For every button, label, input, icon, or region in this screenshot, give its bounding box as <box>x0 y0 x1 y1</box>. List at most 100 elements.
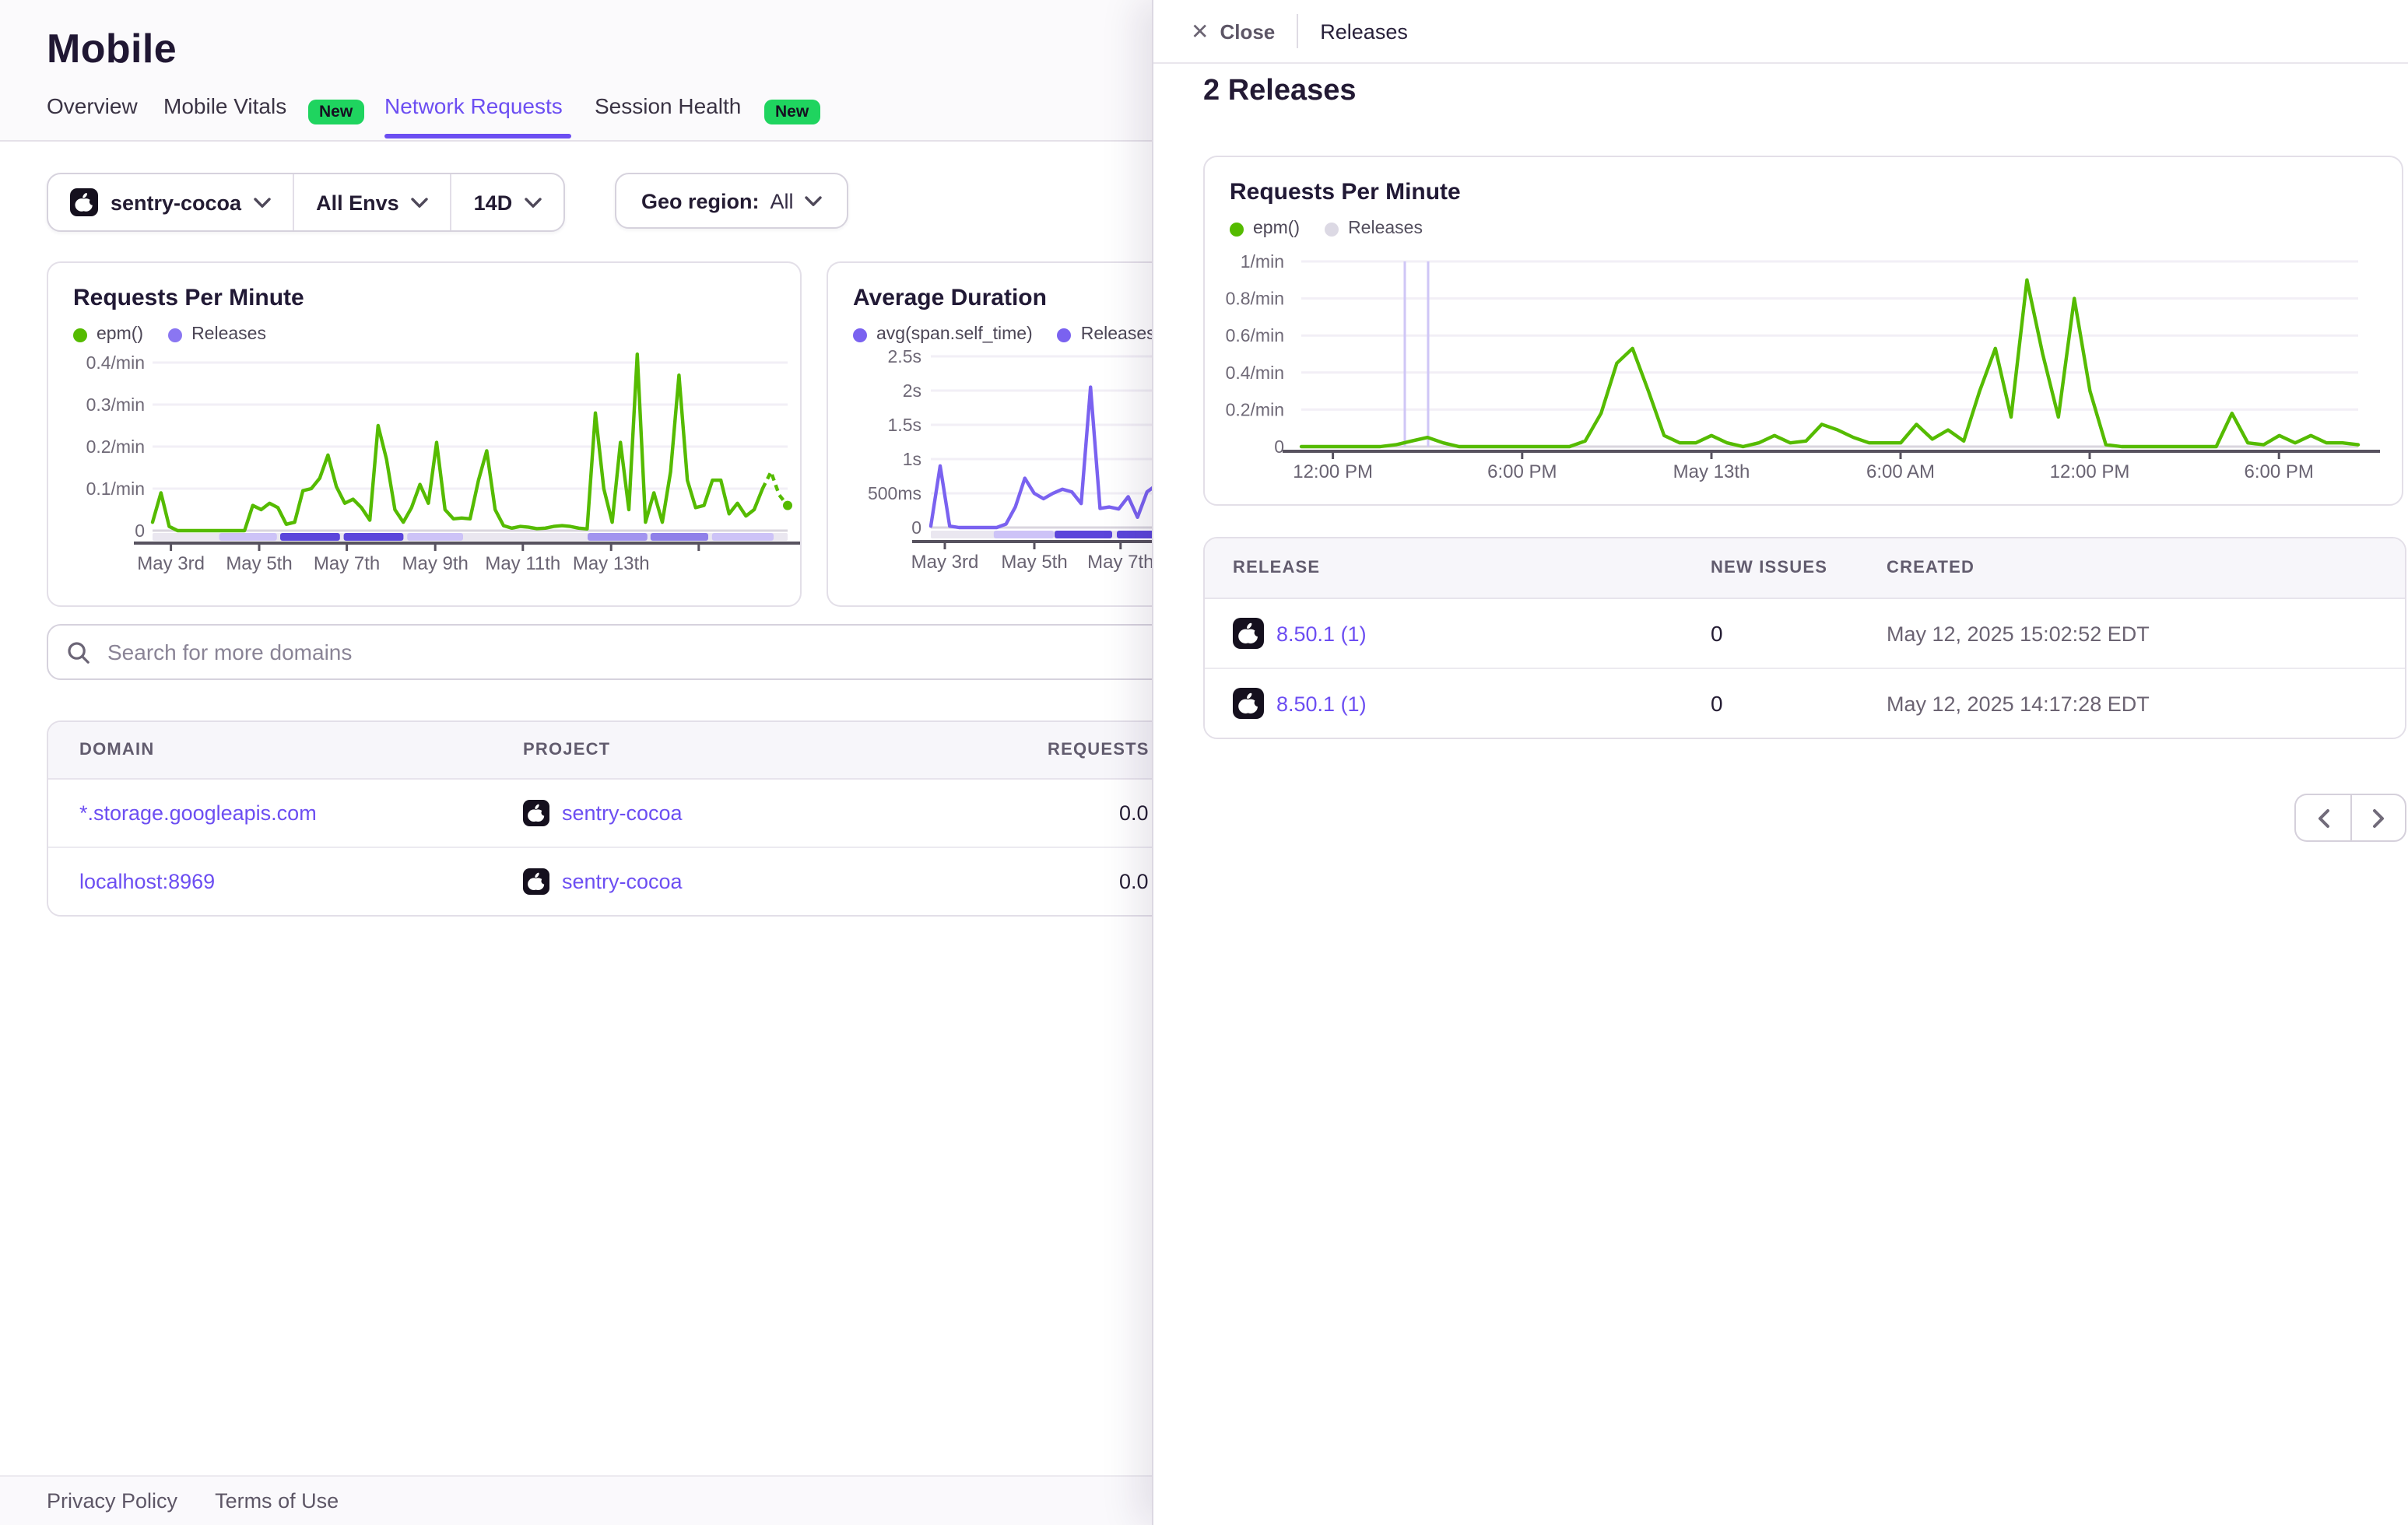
releases-legend-dot <box>1325 222 1339 236</box>
column-header-release[interactable]: RELEASE <box>1233 559 1321 577</box>
svg-text:1s: 1s <box>903 449 921 469</box>
geo-region-selector[interactable]: Geo region: All <box>615 173 848 229</box>
terms-of-use-link[interactable]: Terms of Use <box>215 1489 339 1513</box>
svg-text:May 3rd: May 3rd <box>137 553 205 574</box>
page-filter-bar: sentry-cocoa All Envs 14D <box>47 173 566 232</box>
new-badge: New <box>308 100 364 124</box>
apple-project-icon <box>70 188 98 216</box>
svg-text:0: 0 <box>1274 436 1284 457</box>
chart-title: Requests Per Minute <box>1230 179 1461 205</box>
privacy-policy-link[interactable]: Privacy Policy <box>47 1489 178 1513</box>
epm-legend-dot <box>73 328 87 342</box>
apple-project-icon <box>523 800 549 826</box>
project-selector[interactable]: sentry-cocoa <box>48 174 293 230</box>
svg-text:12:00 PM: 12:00 PM <box>1293 461 1373 482</box>
svg-text:May 3rd: May 3rd <box>911 552 979 573</box>
chart-legend: epm() Releases <box>1230 219 1423 238</box>
svg-text:May 7th: May 7th <box>1087 552 1153 573</box>
apple-project-icon <box>523 868 549 895</box>
svg-text:2s: 2s <box>903 380 921 401</box>
panel-requests-per-minute-card: Requests Per Minute epm() Releases 1/min… <box>1203 156 2403 506</box>
chart-title: Average Duration <box>853 285 1047 311</box>
svg-text:500ms: 500ms <box>868 483 921 503</box>
previous-page-button[interactable] <box>2294 794 2350 842</box>
created-value: May 12, 2025 14:17:28 EDT <box>1887 692 2150 715</box>
tab-mobile-vitals[interactable]: Mobile Vitals <box>163 93 287 118</box>
releases-legend-dot <box>1057 328 1072 342</box>
tab-network-requests[interactable]: Network Requests <box>384 93 563 118</box>
svg-text:1.5s: 1.5s <box>888 415 921 435</box>
date-range-selector[interactable]: 14D <box>450 174 564 230</box>
panel-epm-line-chart[interactable]: 1/min 0.8/min 0.6/min 0.4/min 0.2/min 0 12:00 … <box>1205 157 2402 512</box>
tab-session-health[interactable]: Session Health <box>595 93 742 118</box>
table-row: 8.50.1 (1) 0 May 12, 2025 14:17:28 EDT <box>1205 668 2405 738</box>
next-page-button[interactable] <box>2350 794 2406 842</box>
requests-per-minute-card: Requests Per Minute epm() Releases 0.4/m… <box>47 261 809 607</box>
svg-text:6:00 AM: 6:00 AM <box>1866 461 1935 482</box>
svg-text:May 5th: May 5th <box>226 553 292 574</box>
close-button[interactable]: ✕ Close <box>1191 18 1275 44</box>
avg-duration-line-chart[interactable]: 2.5s 2s 1.5s 1s 500ms 0 May 3rd May 5th May 7th <box>828 263 1206 613</box>
legend-releases[interactable]: Releases <box>1057 325 1156 344</box>
requests-value: 0.0 <box>1119 870 1149 893</box>
column-header-requests[interactable]: REQUESTS P <box>1048 741 1167 759</box>
svg-text:0.4/min: 0.4/min <box>1226 363 1284 383</box>
svg-text:2.5s: 2.5s <box>888 346 921 366</box>
pagination <box>2294 794 2406 842</box>
geo-region-label: Geo region: <box>641 189 760 212</box>
svg-text:May 7th: May 7th <box>314 553 380 574</box>
release-link[interactable]: 8.50.1 (1) <box>1276 622 1367 645</box>
releases-table: RELEASE NEW ISSUES CREATED 8.50.1 (1) 0 … <box>1203 537 2406 739</box>
column-header-domain[interactable]: DOMAIN <box>79 741 155 759</box>
created-value: May 12, 2025 15:02:52 EDT <box>1887 622 2150 645</box>
releases-table-header: RELEASE NEW ISSUES CREATED <box>1205 538 2405 599</box>
date-range-label: 14D <box>473 191 513 214</box>
project-link[interactable]: sentry-cocoa <box>562 801 683 825</box>
svg-text:May 13th: May 13th <box>573 553 650 574</box>
column-header-new-issues[interactable]: NEW ISSUES <box>1711 559 1828 577</box>
chart-title: Requests Per Minute <box>73 285 304 311</box>
close-label: Close <box>1220 19 1276 43</box>
svg-text:May 9th: May 9th <box>402 553 469 574</box>
tab-overview[interactable]: Overview <box>47 93 138 118</box>
svg-text:6:00 PM: 6:00 PM <box>2245 461 2314 482</box>
environment-selector[interactable]: All Envs <box>293 174 451 230</box>
svg-text:0: 0 <box>911 517 921 538</box>
panel-header: ✕ Close Releases <box>1153 0 2408 64</box>
chart-legend: avg(span.self_time) Releases <box>853 325 1156 344</box>
domain-link[interactable]: localhost:8969 <box>79 870 216 893</box>
svg-text:0.6/min: 0.6/min <box>1226 325 1284 345</box>
legend-epm[interactable]: epm() <box>73 325 143 344</box>
legend-releases[interactable]: Releases <box>168 325 266 344</box>
project-selector-label: sentry-cocoa <box>111 191 242 214</box>
environment-selector-label: All Envs <box>316 191 399 214</box>
legend-avg-span-self-time[interactable]: avg(span.self_time) <box>853 325 1033 344</box>
new-issues-value: 0 <box>1711 691 1723 716</box>
svg-text:May 11th: May 11th <box>485 553 560 574</box>
releases-panel: ✕ Close Releases 2 Releases Requests Per… <box>1152 0 2408 1525</box>
legend-epm[interactable]: epm() <box>1230 219 1300 238</box>
domain-link[interactable]: *.storage.googleapis.com <box>79 801 317 825</box>
column-header-created[interactable]: CREATED <box>1887 559 1975 577</box>
header-divider <box>1297 14 1299 48</box>
releases-count-heading: 2 Releases <box>1203 75 1357 107</box>
chevron-down-icon <box>525 197 542 208</box>
project-link[interactable]: sentry-cocoa <box>562 870 683 893</box>
svg-text:0.2/min: 0.2/min <box>1226 399 1284 419</box>
release-link[interactable]: 8.50.1 (1) <box>1276 692 1367 715</box>
table-row: 8.50.1 (1) 0 May 12, 2025 15:02:52 EDT <box>1205 599 2405 668</box>
column-header-project[interactable]: PROJECT <box>523 741 611 759</box>
releases-legend-dot <box>168 328 183 342</box>
active-tab-underline <box>384 134 571 138</box>
svg-text:0.1/min: 0.1/min <box>86 479 145 499</box>
epm-line-chart[interactable]: 0.4/min 0.3/min 0.2/min 0.1/min 0 May 3rd May … <box>48 263 809 613</box>
chevron-down-icon <box>411 197 429 208</box>
avg-duration-legend-dot <box>853 328 867 342</box>
chevron-down-icon <box>804 195 822 206</box>
legend-releases-muted[interactable]: Releases <box>1325 219 1423 238</box>
svg-text:0.8/min: 0.8/min <box>1226 289 1284 309</box>
epm-legend-dot <box>1230 222 1244 236</box>
search-icon <box>67 640 90 664</box>
svg-text:0: 0 <box>135 521 145 541</box>
